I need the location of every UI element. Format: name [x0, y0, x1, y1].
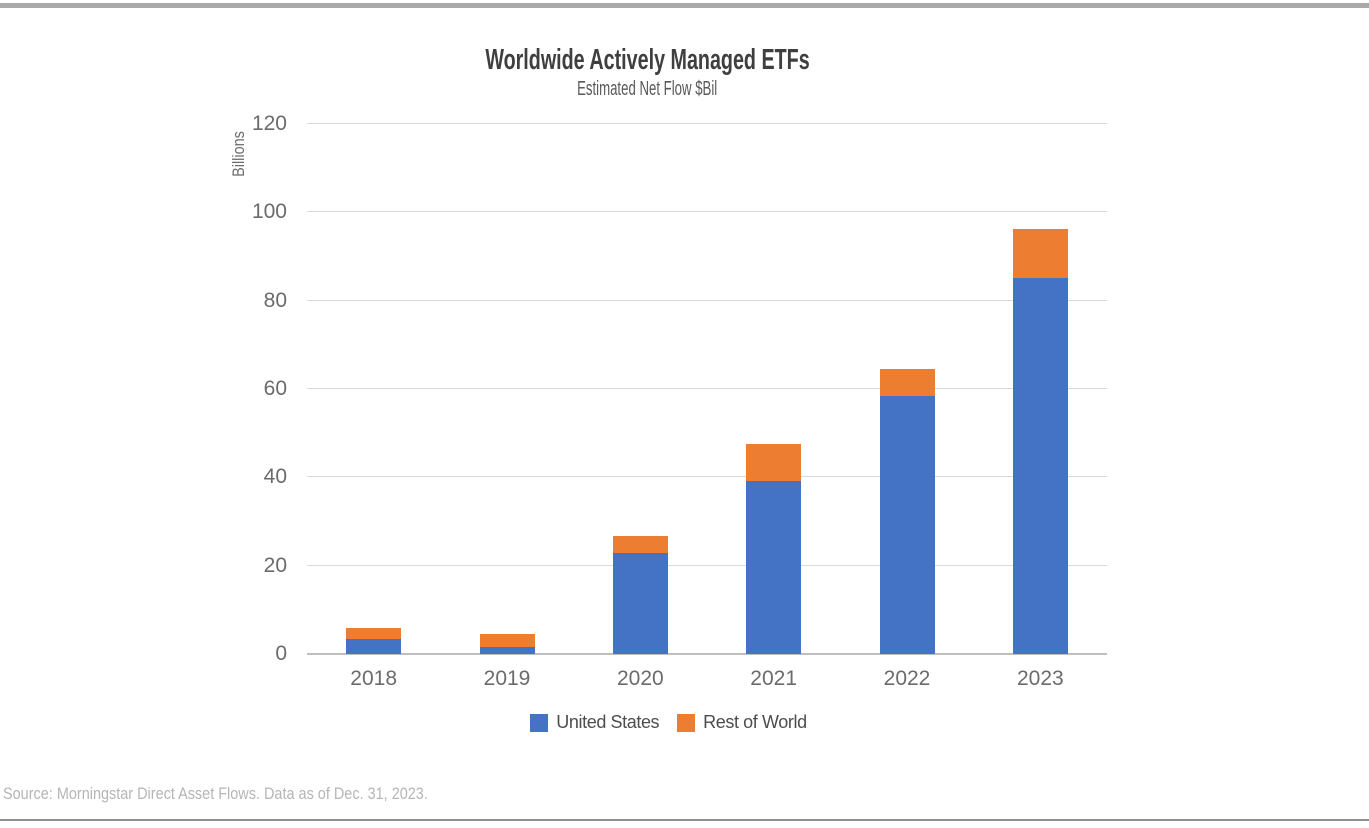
y-tick-label: 60: [263, 377, 287, 400]
gridline: [307, 565, 1107, 566]
y-tick-label: 80: [263, 288, 287, 312]
bar-segment-rest-of-world-2023: [1012, 229, 1068, 278]
chart-subtitle: Estimated Net Flow $Bil: [576, 78, 718, 100]
bar-segment-rest-of-world-2020: [612, 535, 668, 554]
bar-segment-united-states-2022: [879, 396, 935, 654]
gridline: [307, 211, 1107, 212]
legend-item-united-states: United States: [530, 712, 660, 733]
y-tick-label: 40: [263, 465, 287, 489]
chart-header: Worldwide Actively Managed ETFs Estimate…: [0, 45, 1294, 100]
x-tick-label: 2019: [483, 667, 531, 690]
bar-segment-rest-of-world-2018: [346, 627, 402, 639]
y-tick-label: 0: [275, 642, 287, 665]
bar-segment-united-states-2021: [746, 480, 802, 654]
y-tick-label: 120: [251, 112, 287, 135]
bar-segment-united-states-2023: [1012, 277, 1068, 654]
bar-segment-rest-of-world-2022: [879, 369, 935, 397]
gridline: [307, 123, 1107, 124]
legend-swatch-icon: [530, 713, 549, 732]
x-tick-label: 2020: [616, 667, 664, 690]
gridline: [307, 476, 1107, 477]
bar-segment-united-states-2020: [612, 553, 668, 654]
bar-segment-united-states-2018: [346, 638, 402, 654]
bar-segment-rest-of-world-2021: [746, 444, 802, 481]
source-note: Source: Morningstar Direct Asset Flows. …: [3, 784, 428, 803]
legend-label: Rest of World: [703, 712, 807, 732]
gridline: [307, 388, 1107, 389]
bar-segment-rest-of-world-2019: [479, 634, 535, 648]
top-rule: [0, 3, 1369, 8]
legend-label: United States: [556, 712, 660, 732]
x-tick-label: 2018: [350, 667, 398, 690]
bar-segment-united-states-2019: [479, 647, 535, 654]
legend: United States Rest of World: [230, 712, 1107, 733]
x-tick-label: 2023: [1016, 667, 1064, 690]
legend-swatch-icon: [677, 713, 696, 732]
gridline: [307, 300, 1107, 301]
bottom-rule: [0, 819, 1369, 821]
legend-item-rest-of-world: Rest of World: [677, 712, 807, 733]
x-tick-label: 2022: [883, 667, 931, 690]
x-axis-line: [307, 653, 1107, 655]
chart-title: Worldwide Actively Managed ETFs: [484, 44, 810, 76]
y-axis-title: Billions: [229, 131, 248, 177]
x-tick-label: 2021: [750, 667, 798, 690]
y-tick-label: 20: [263, 553, 287, 577]
y-tick-label: 100: [251, 200, 287, 224]
